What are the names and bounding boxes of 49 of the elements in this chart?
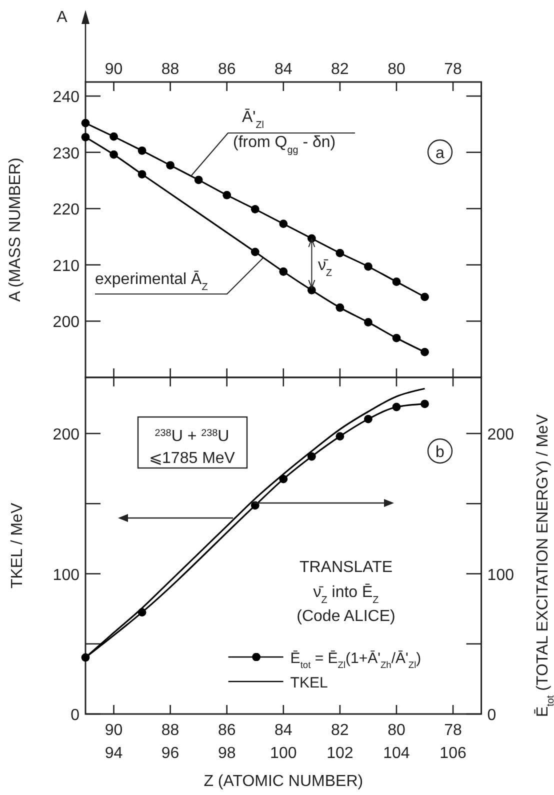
y2-tick-label: 0: [487, 707, 496, 724]
x-tick-label: 80: [388, 722, 406, 739]
x-tick-label: 86: [218, 722, 236, 739]
x-axis-title: Z (ATOMIC NUMBER): [204, 773, 364, 790]
annotation: $^{238}$U + $^{238}$U: [154, 428, 230, 445]
legend-label: TKEL: [290, 674, 328, 692]
x-tick-label: 90: [104, 722, 123, 739]
legend: Ē$_{tot}$ = Ē$_{Zl}$(1+Ā'$_{Zh}$/Ā'$_{Zl}$): [228, 650, 422, 670]
x-tick-label: 86: [218, 61, 236, 78]
x-tick-label: 82: [331, 61, 349, 78]
legend: TKEL: [228, 674, 328, 692]
annotation: TRANSLATE: [299, 559, 393, 576]
x2-tick-label: 94: [104, 745, 123, 762]
y-tick-label: 240: [52, 89, 80, 106]
annotation: ν̄$_{Z}$ into Ē$_{Z}$: [313, 583, 379, 606]
y-tick-label: 230: [52, 145, 80, 162]
x-tick-label: 88: [161, 61, 180, 78]
y-tick-label: 200: [52, 426, 80, 444]
y-axis-title: TKEL / MeV: [9, 502, 26, 589]
annotation: (Code ALICE): [296, 608, 396, 625]
x-tick-label: 84: [274, 722, 292, 739]
x-tick-label: 84: [274, 61, 292, 78]
annotation: ν̄$_{Z}$: [318, 257, 332, 278]
y2-tick-label: 200: [487, 426, 514, 444]
x2-tick-label: 96: [161, 745, 180, 762]
y-axis-title: A (MASS NUMBER): [7, 158, 24, 302]
y-tick-label: 100: [52, 566, 80, 584]
text: Ā'$_{Zl}$ (from Q$_{gg}$ - δn): [233, 108, 336, 156]
x2-tick-label: 104: [383, 745, 410, 762]
x-tick-label: 78: [444, 61, 462, 78]
annotation: b: [436, 444, 445, 461]
text: A: [56, 9, 68, 26]
x-tick-label: 82: [331, 722, 349, 739]
x2-tick-label: 102: [326, 745, 354, 762]
text: experimental Ā$_{Z}$: [95, 270, 208, 292]
annotation: ⩽1785 MeV: [149, 450, 236, 467]
y-tick-label: 200: [52, 314, 80, 332]
x-tick-label: 80: [388, 61, 406, 78]
x2-tick-label: 106: [440, 745, 466, 762]
y-tick-label: 210: [52, 258, 80, 275]
x-tick-label: 78: [444, 722, 462, 739]
x2-tick-label: 98: [218, 745, 236, 762]
x-tick-label: 88: [161, 722, 180, 739]
annotation: a: [436, 145, 445, 162]
x-tick-label: 90: [104, 61, 123, 78]
y2-tick-label: 100: [487, 566, 514, 584]
y-tick-label: 220: [52, 202, 80, 219]
y-tick-label: 0: [70, 707, 80, 724]
x2-tick-label: 100: [270, 745, 297, 762]
